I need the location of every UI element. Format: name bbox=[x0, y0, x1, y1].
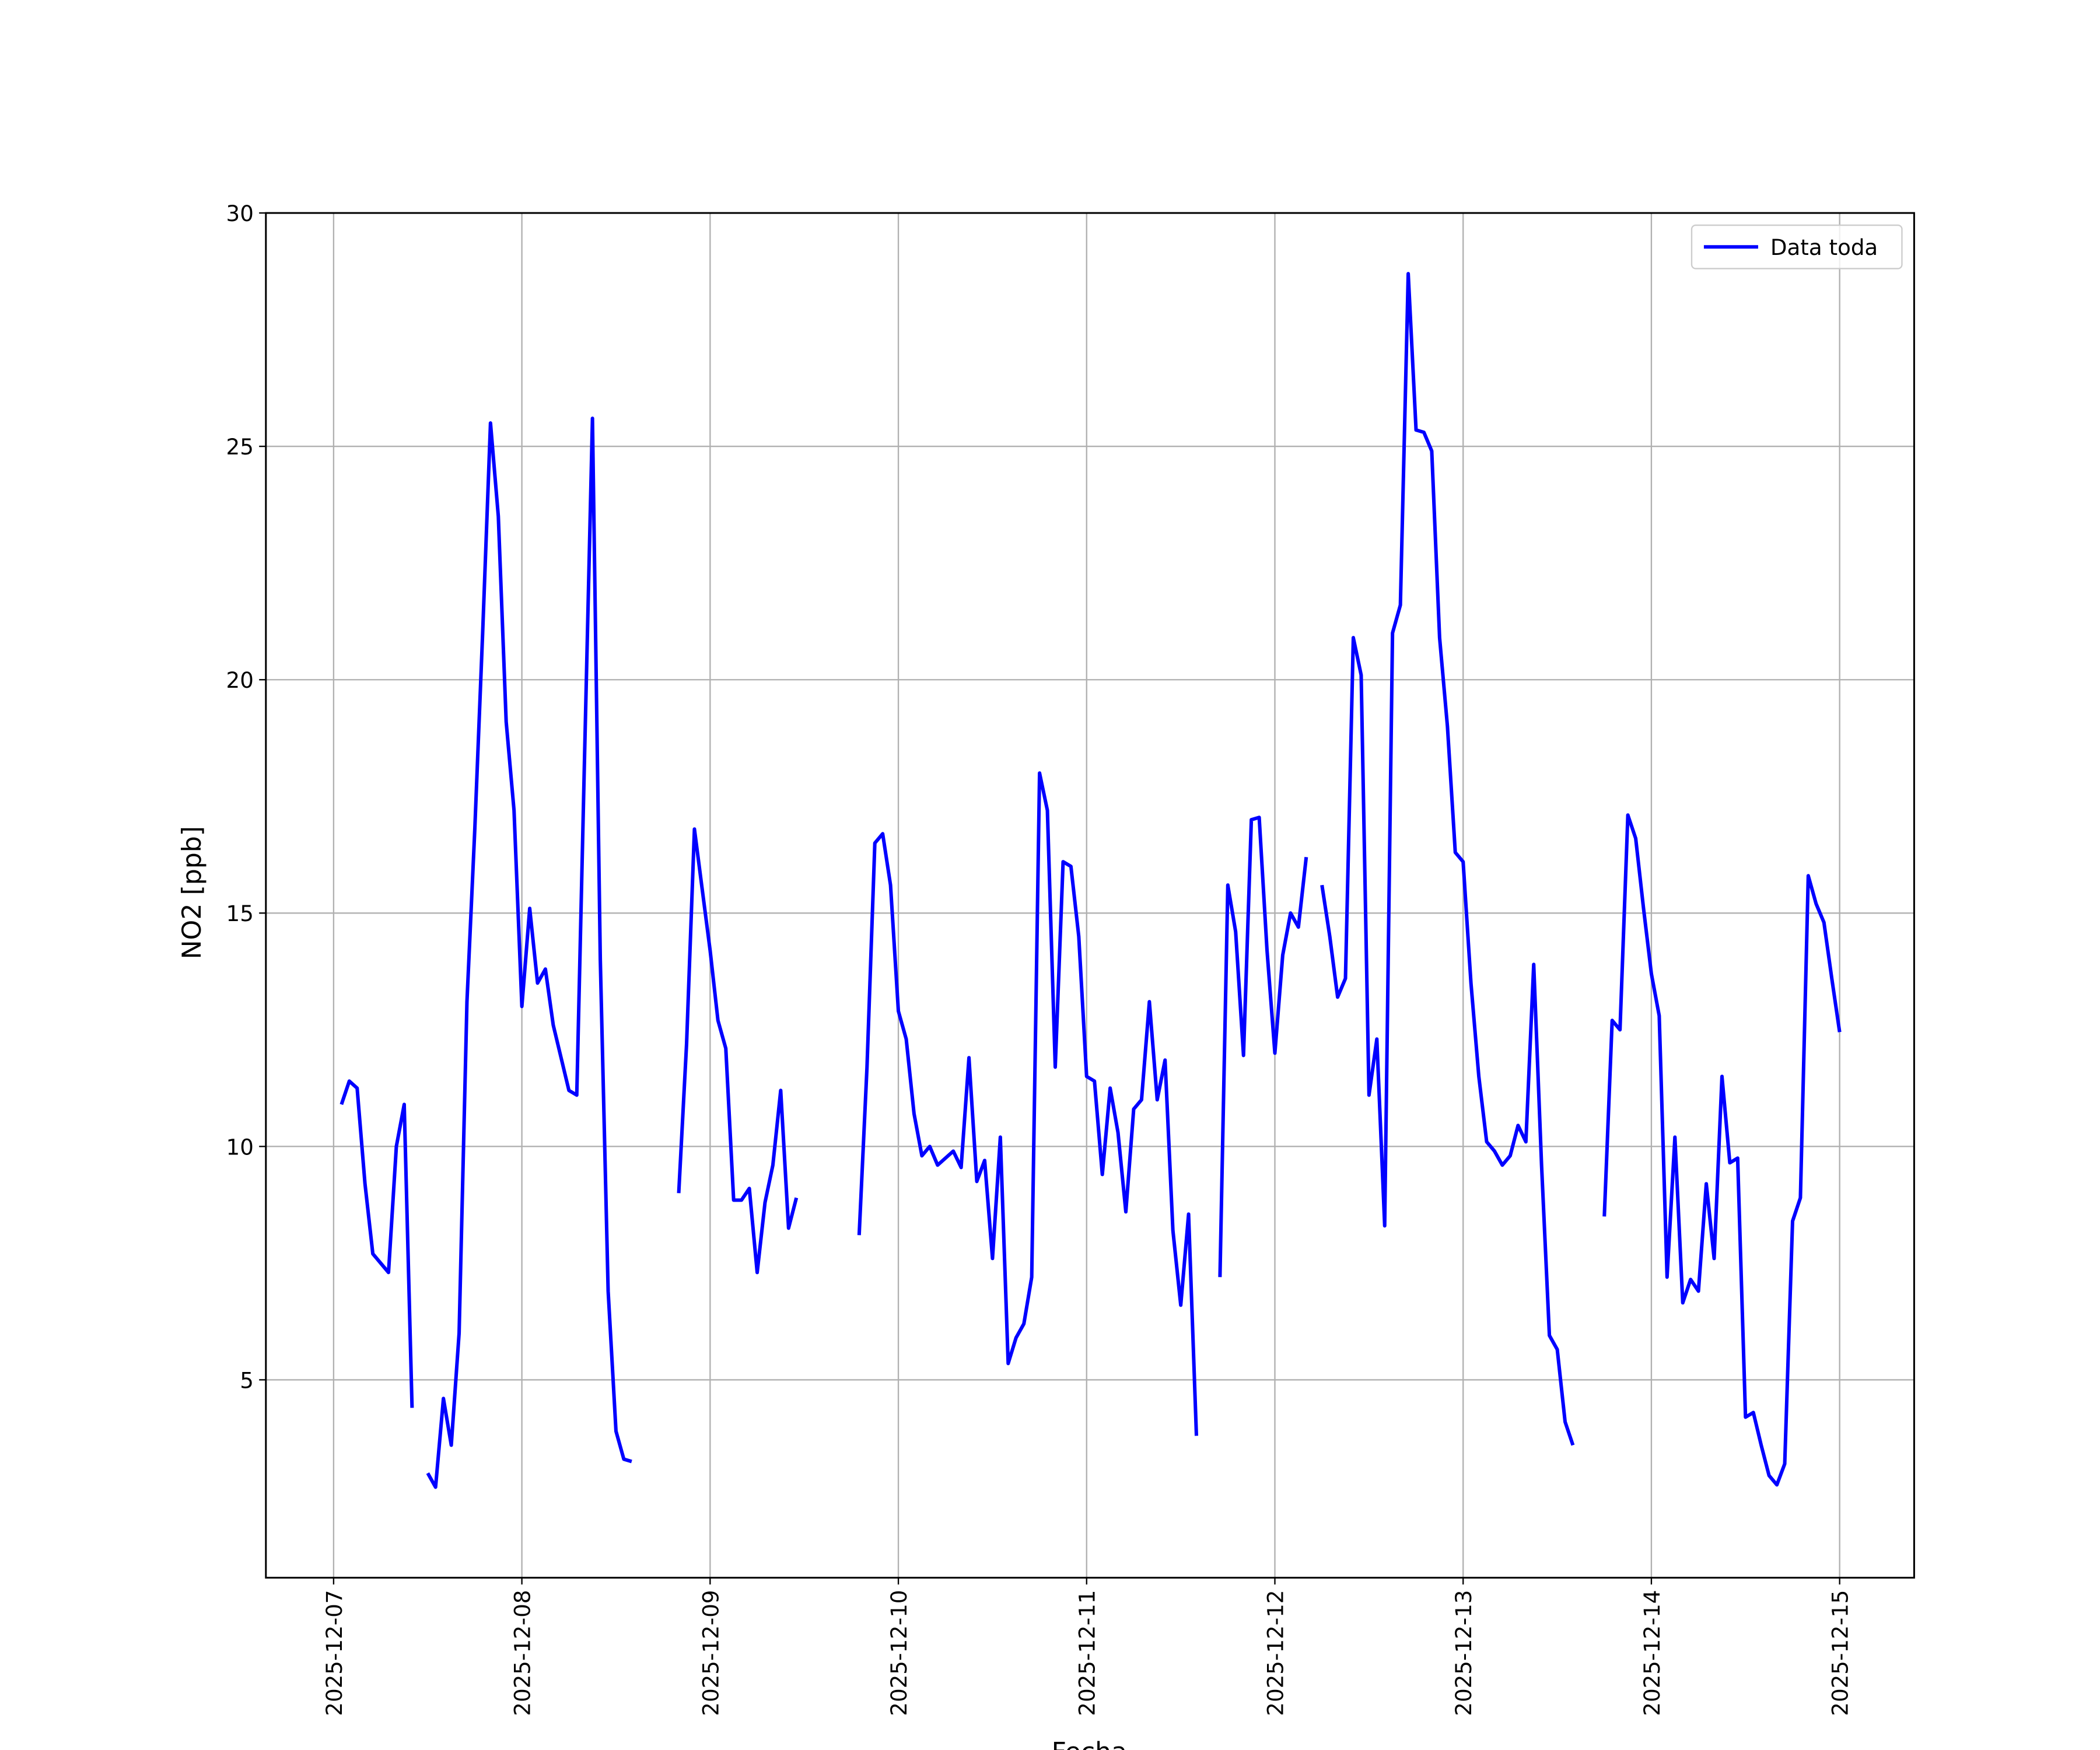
data-line bbox=[340, 272, 1842, 1489]
x-tick-label: 2025-12-15 bbox=[1828, 1590, 1853, 1716]
legend-label: Data toda bbox=[1770, 235, 1878, 260]
x-tick-label: 2025-12-11 bbox=[1074, 1590, 1100, 1716]
plot-frame bbox=[265, 212, 1915, 1579]
y-tick-label: 10 bbox=[226, 1134, 254, 1160]
x-tick-label: 2025-12-07 bbox=[321, 1590, 347, 1716]
y-tick-label: 25 bbox=[226, 434, 254, 460]
x-tick-label: 2025-12-10 bbox=[886, 1590, 912, 1716]
y-tick-label: 15 bbox=[226, 901, 254, 926]
x-tick-label: 2025-12-12 bbox=[1262, 1590, 1288, 1716]
x-tick-label: 2025-12-08 bbox=[510, 1590, 536, 1716]
x-tick-label: 2025-12-14 bbox=[1639, 1590, 1665, 1716]
y-tick-label: 20 bbox=[226, 667, 254, 693]
y-tick-label: 30 bbox=[226, 201, 254, 226]
x-tick-label: 2025-12-13 bbox=[1451, 1590, 1476, 1716]
x-tick-label: 2025-12-09 bbox=[698, 1590, 723, 1716]
y-axis-label: NO2 [ppb] bbox=[177, 826, 207, 960]
legend-box bbox=[1690, 224, 1903, 270]
x-axis-label: Fecha bbox=[1052, 1738, 1128, 1750]
y-tick-label: 5 bbox=[240, 1367, 254, 1393]
